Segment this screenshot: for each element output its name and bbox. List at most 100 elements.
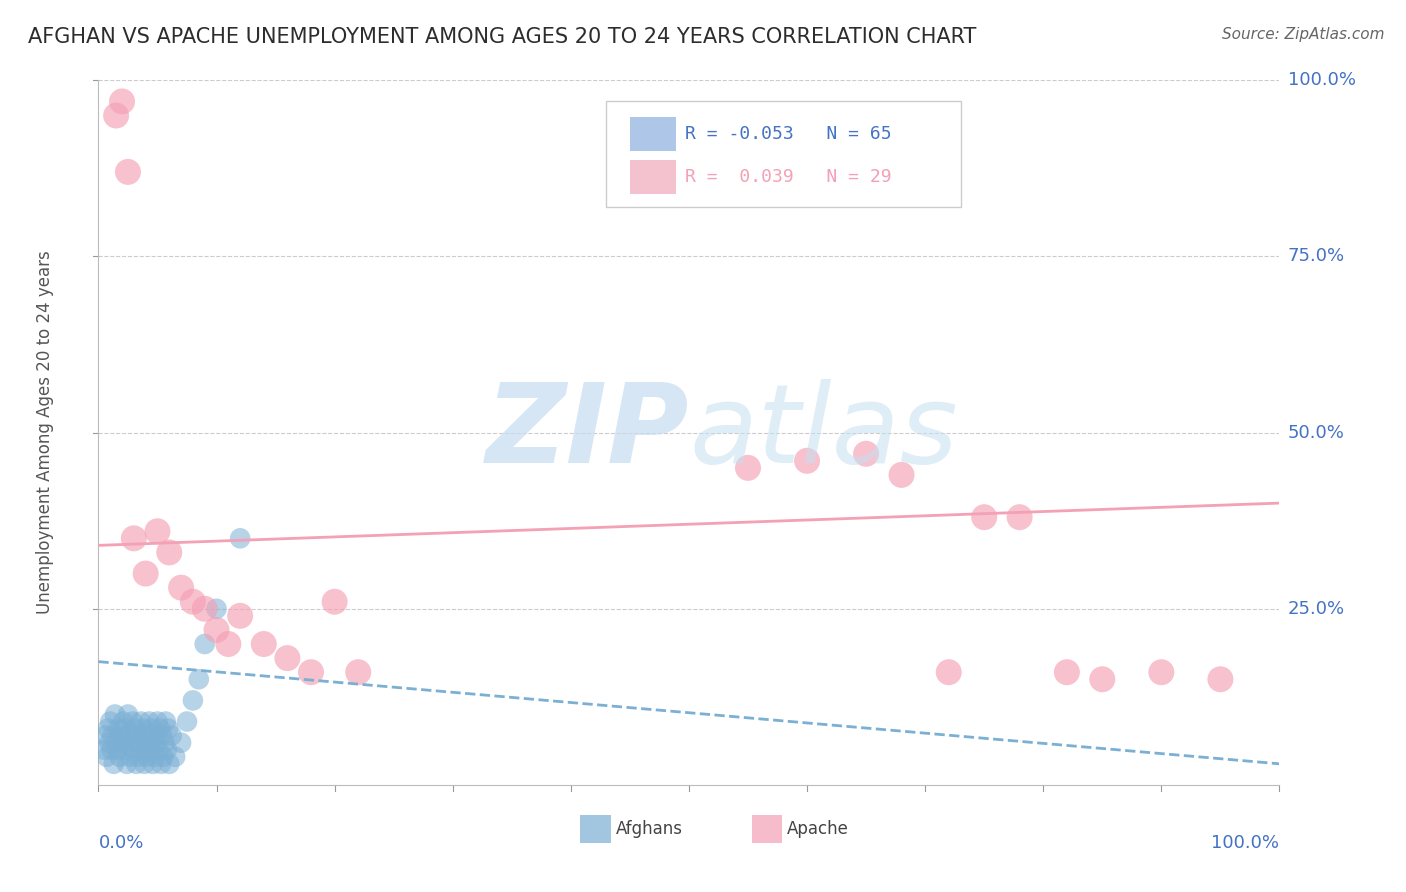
Point: [110, 729, 132, 743]
Point: [150, 756, 173, 771]
FancyBboxPatch shape: [606, 102, 960, 207]
Point: [136, 736, 159, 750]
Point: [152, 749, 174, 764]
Point: [229, 532, 252, 546]
Point: [323, 595, 346, 609]
Text: Unemployment Among Ages 20 to 24 years: Unemployment Among Ages 20 to 24 years: [37, 251, 55, 615]
Text: atlas: atlas: [689, 379, 957, 486]
Point: [181, 595, 204, 609]
Point: [135, 729, 157, 743]
Point: [132, 722, 155, 736]
Point: [122, 742, 145, 756]
Text: 50.0%: 50.0%: [1288, 424, 1344, 442]
Text: 0.0%: 0.0%: [98, 834, 143, 852]
Text: ZIP: ZIP: [485, 379, 689, 486]
Point: [170, 736, 193, 750]
Point: [299, 665, 322, 680]
Point: [187, 673, 209, 687]
Point: [156, 742, 179, 756]
Point: [157, 722, 180, 736]
Point: [117, 165, 139, 179]
Text: 75.0%: 75.0%: [1288, 247, 1346, 266]
Point: [194, 601, 217, 615]
Point: [105, 742, 128, 756]
Point: [135, 566, 157, 581]
Point: [149, 722, 172, 736]
Point: [112, 742, 135, 756]
Point: [796, 454, 818, 468]
Point: [127, 729, 149, 743]
Text: AFGHAN VS APACHE UNEMPLOYMENT AMONG AGES 20 TO 24 YEARS CORRELATION CHART: AFGHAN VS APACHE UNEMPLOYMENT AMONG AGES…: [28, 27, 977, 46]
Point: [98, 714, 121, 729]
Point: [973, 510, 995, 524]
Point: [121, 714, 143, 729]
Point: [131, 742, 153, 756]
Point: [194, 637, 217, 651]
Point: [139, 742, 162, 756]
Point: [165, 749, 187, 764]
Point: [150, 729, 173, 743]
Point: [205, 623, 228, 637]
Point: [114, 722, 136, 736]
Point: [120, 749, 142, 764]
Text: 100.0%: 100.0%: [1212, 834, 1279, 852]
Point: [170, 581, 193, 595]
Point: [135, 749, 157, 764]
Point: [142, 756, 165, 771]
Point: [100, 742, 122, 756]
Point: [93, 742, 115, 756]
Point: [134, 756, 156, 771]
Point: [181, 693, 204, 707]
FancyBboxPatch shape: [752, 815, 782, 843]
Text: Source: ZipAtlas.com: Source: ZipAtlas.com: [1222, 27, 1385, 42]
Point: [157, 545, 180, 559]
Point: [124, 722, 146, 736]
Point: [107, 722, 129, 736]
Point: [117, 707, 139, 722]
FancyBboxPatch shape: [630, 161, 676, 194]
Point: [103, 756, 125, 771]
Point: [105, 736, 128, 750]
Point: [1091, 673, 1114, 687]
Point: [121, 736, 143, 750]
Point: [157, 756, 180, 771]
Point: [111, 736, 134, 750]
Point: [855, 447, 877, 461]
Point: [138, 714, 160, 729]
Point: [112, 714, 135, 729]
Point: [1056, 665, 1078, 680]
Point: [217, 637, 239, 651]
FancyBboxPatch shape: [630, 117, 676, 151]
Text: Afghans: Afghans: [616, 821, 683, 838]
Point: [938, 665, 960, 680]
Point: [111, 95, 134, 109]
Text: 100.0%: 100.0%: [1288, 71, 1355, 89]
Point: [98, 736, 121, 750]
Point: [347, 665, 370, 680]
Point: [122, 532, 145, 546]
Point: [145, 736, 167, 750]
Point: [146, 714, 169, 729]
Point: [142, 729, 165, 743]
Point: [1008, 510, 1031, 524]
Point: [153, 736, 176, 750]
Point: [148, 742, 170, 756]
Point: [101, 729, 124, 743]
Point: [94, 729, 117, 743]
Point: [737, 460, 759, 475]
Point: [276, 651, 298, 665]
Point: [890, 467, 912, 482]
Point: [143, 749, 166, 764]
Text: R = -0.053   N = 65: R = -0.053 N = 65: [685, 125, 891, 143]
Point: [1209, 673, 1232, 687]
Point: [115, 756, 138, 771]
Point: [253, 637, 276, 651]
Point: [146, 524, 169, 539]
Point: [96, 749, 118, 764]
Point: [125, 756, 148, 771]
Point: [229, 608, 252, 623]
Point: [160, 729, 183, 743]
Point: [141, 722, 163, 736]
Text: R =  0.039   N = 29: R = 0.039 N = 29: [685, 169, 891, 186]
Point: [129, 714, 152, 729]
